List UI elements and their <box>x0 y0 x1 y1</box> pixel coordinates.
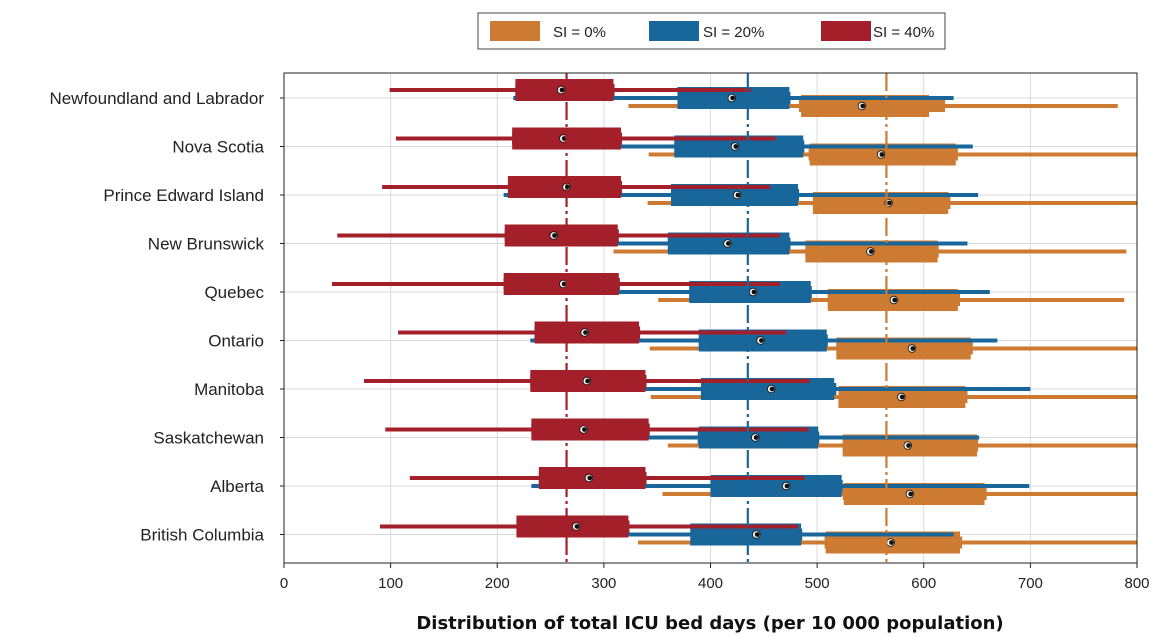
category-label: Ontario <box>208 332 264 351</box>
x-tick-label: 300 <box>591 575 616 592</box>
box <box>836 337 971 360</box>
legend-swatch <box>821 21 871 41</box>
median-point-dot <box>879 152 885 157</box>
median-point-dot <box>886 200 892 206</box>
legend-label: SI = 0% <box>553 24 606 41</box>
median-point-dot <box>552 233 557 238</box>
category-label: Alberta <box>210 477 264 496</box>
box <box>531 418 649 441</box>
legend-swatch <box>649 21 699 41</box>
x-axis-label: Distribution of total ICU bed days (per … <box>416 613 1003 634</box>
median-point-dot <box>868 249 874 254</box>
median-point-dot <box>574 524 580 529</box>
box <box>710 475 842 497</box>
series-group <box>613 95 1137 554</box>
category-label: Newfoundland and Labrador <box>49 89 264 108</box>
median-point-dot <box>784 483 790 489</box>
median-point-dot <box>585 378 591 384</box>
category-label: Quebec <box>204 283 264 302</box>
category-label: Saskatchewan <box>153 429 264 448</box>
median-point-dot <box>583 330 588 335</box>
median-point-dot <box>564 184 570 190</box>
median-point-dot <box>899 394 905 400</box>
x-tick-label: 700 <box>1018 575 1043 592</box>
median-point-dot <box>582 427 587 432</box>
median-point-dot <box>733 144 739 149</box>
median-point-dot <box>906 443 911 448</box>
median-point-dot <box>910 346 916 351</box>
x-tick-label: 100 <box>378 575 403 592</box>
median-point-dot <box>730 95 736 101</box>
x-tick-label: 200 <box>485 575 510 592</box>
median-point-dot <box>759 338 764 343</box>
x-tick-label: 800 <box>1124 575 1149 592</box>
legend-label: SI = 40% <box>873 24 934 41</box>
category-label: New Brunswick <box>148 235 265 254</box>
median-point-dot <box>561 281 567 287</box>
x-tick-label: 400 <box>698 575 723 592</box>
median-point-dot <box>889 540 894 545</box>
median-point-dot <box>753 435 759 440</box>
x-tick-label: 500 <box>805 575 830 592</box>
median-point-dot <box>725 241 731 246</box>
box <box>690 523 802 546</box>
legend: SI = 0% SI = 20% SI = 40% <box>477 12 946 50</box>
x-tick-label: 0 <box>280 575 288 592</box>
category-label: Nova Scotia <box>172 138 264 157</box>
series-group <box>503 87 1031 546</box>
median-point-dot <box>892 297 898 303</box>
category-label: Prince Edward Island <box>103 186 264 205</box>
median-point-dot <box>769 386 775 392</box>
median-point-dot <box>559 87 565 93</box>
box <box>843 483 985 505</box>
category-labels: Newfoundland and Labrador Nova Scotia Prin… <box>49 89 284 545</box>
x-axis: 0 100 200 300 400 500 600 700 800 <box>280 563 1150 592</box>
median-point-dot <box>561 136 567 141</box>
box <box>812 192 949 214</box>
median-point-dot <box>754 532 760 537</box>
median-point-dot <box>587 475 593 481</box>
median-point-dot <box>860 103 866 109</box>
median-point-dot <box>908 491 914 497</box>
category-label: Manitoba <box>194 380 264 399</box>
legend-swatch <box>490 21 540 41</box>
x-tick-label: 600 <box>911 575 936 592</box>
plot-area <box>283 72 1138 564</box>
median-point-dot <box>735 192 741 198</box>
median-point-dot <box>751 289 757 295</box>
category-label: British Columbia <box>140 526 264 545</box>
legend-label: SI = 20% <box>703 24 764 41</box>
box <box>504 224 618 247</box>
